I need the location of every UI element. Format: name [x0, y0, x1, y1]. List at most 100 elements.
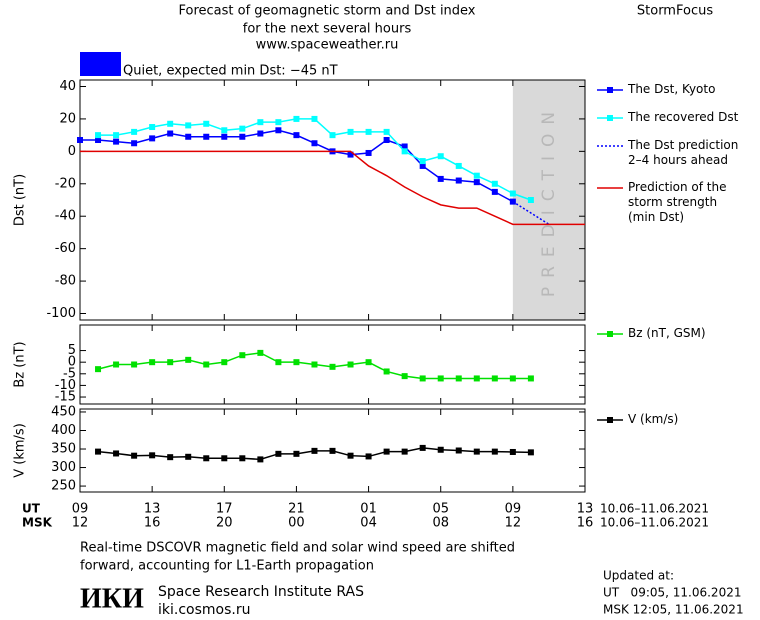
marker	[131, 128, 138, 135]
marker	[293, 359, 300, 366]
marker	[419, 158, 426, 165]
marker	[419, 444, 426, 451]
legend-swatch	[607, 115, 613, 121]
marker	[257, 349, 264, 356]
x-tick-label: 12	[72, 516, 89, 531]
institute: Space Research Institute RAS	[158, 584, 364, 600]
y-axis-label: Dst (nT)	[13, 174, 28, 226]
legend-label: V (km/s)	[628, 412, 679, 426]
marker	[275, 127, 282, 134]
marker	[131, 140, 138, 147]
updated-ut: UT 09:05, 11.06.2021	[603, 586, 741, 600]
marker	[365, 128, 372, 135]
title: Forecast of geomagnetic storm and Dst in…	[178, 4, 475, 19]
y-tick-label: 350	[51, 442, 76, 457]
status: Quiet, expected min Dst: −45 nT	[123, 64, 338, 79]
logo: ИКИ	[80, 583, 144, 614]
prediction-label: PREDICTION	[539, 103, 559, 297]
frame	[79, 79, 586, 321]
marker	[167, 120, 174, 127]
y-axis-label: V (km/s)	[13, 423, 28, 478]
x-tick-label: 00	[288, 516, 305, 531]
marker	[275, 450, 282, 457]
marker	[113, 361, 120, 368]
y-tick-label: -10	[55, 378, 76, 393]
x-tick-label: 16	[144, 516, 161, 531]
marker	[311, 447, 318, 454]
marker	[329, 363, 336, 370]
marker	[77, 137, 83, 143]
x-tick-label: 09	[72, 502, 89, 517]
marker	[419, 162, 426, 169]
marker	[455, 375, 462, 382]
marker	[473, 375, 480, 382]
marker	[185, 122, 192, 129]
y-tick-label: 40	[59, 79, 76, 94]
marker	[311, 361, 318, 368]
marker	[383, 368, 390, 375]
marker	[221, 133, 228, 140]
marker	[491, 188, 498, 195]
marker	[257, 130, 264, 137]
y-tick-label: 5	[68, 343, 76, 358]
marker	[491, 448, 498, 455]
marker	[293, 132, 300, 139]
marker	[311, 115, 318, 122]
title: for the next several hours	[243, 22, 412, 37]
marker	[131, 452, 138, 459]
x-tick-label: 21	[288, 502, 305, 517]
x-tick-label: 04	[360, 516, 377, 531]
marker	[149, 452, 156, 459]
marker	[239, 125, 246, 132]
marker	[293, 115, 300, 122]
marker	[149, 124, 156, 131]
marker	[365, 149, 372, 156]
legend-swatch	[607, 87, 613, 93]
y-tick-label: -60	[55, 241, 76, 256]
marker	[203, 120, 210, 127]
y-tick-label: 300	[51, 460, 76, 475]
prediction-zone	[512, 80, 585, 320]
marker	[437, 446, 444, 453]
marker	[509, 375, 516, 382]
series-line	[512, 200, 550, 225]
marker	[401, 448, 408, 455]
legend-label: The Dst, Kyoto	[628, 82, 716, 96]
marker	[221, 127, 228, 134]
marker	[185, 356, 192, 363]
y-tick-label: 450	[51, 404, 76, 419]
x-tick-label: 09	[505, 502, 522, 517]
marker	[401, 143, 408, 150]
x-tick-label: 12	[505, 516, 522, 531]
marker	[95, 137, 102, 143]
date-range: 10.06–11.06.2021	[600, 502, 709, 516]
legend-label: The recovered Dst	[628, 110, 739, 124]
marker	[401, 373, 408, 380]
marker	[383, 448, 390, 455]
marker	[239, 133, 246, 140]
x-tick-label: 13	[144, 502, 161, 517]
x-tick-label: 20	[216, 516, 233, 531]
x-tick-label: 01	[360, 502, 377, 517]
marker	[113, 450, 120, 457]
series-line	[80, 129, 514, 203]
y-tick-label: 0	[68, 144, 76, 159]
marker	[437, 375, 444, 382]
marker	[509, 448, 516, 455]
status-box	[80, 52, 121, 76]
marker	[221, 455, 228, 462]
y-tick-label: -100	[46, 306, 76, 321]
series-line	[80, 150, 585, 226]
marker	[473, 448, 480, 455]
marker	[383, 137, 390, 143]
marker	[509, 190, 516, 197]
marker	[419, 375, 426, 382]
legend-swatch	[607, 417, 613, 423]
marker	[491, 375, 498, 382]
y-tick-label: -15	[55, 390, 76, 405]
x-tick-label: 05	[432, 502, 449, 517]
marker	[383, 128, 390, 135]
title: www.spaceweather.ru	[256, 38, 399, 53]
x-tick-label: 08	[432, 516, 449, 531]
marker	[185, 133, 192, 140]
